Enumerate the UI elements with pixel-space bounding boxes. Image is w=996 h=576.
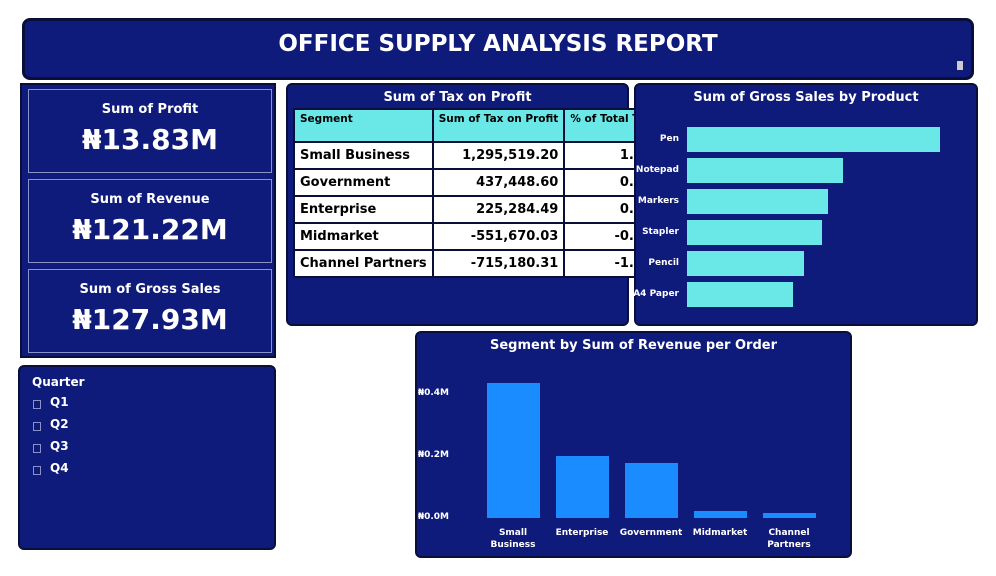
table-cell: 225,284.49: [431, 195, 566, 224]
kpi-panel: Sum of Profit ₦13.83M Sum of Revenue ₦121.2…: [20, 83, 276, 358]
table-cell: 437,448.60: [431, 168, 566, 197]
x-tick-label: Enterprise: [555, 528, 609, 538]
table-cell: Midmarket: [293, 222, 434, 251]
bar: [555, 456, 609, 518]
slicer-item[interactable]: Q2: [50, 417, 69, 431]
bar: [687, 127, 940, 152]
bar: [693, 510, 747, 518]
checkbox[interactable]: [33, 422, 41, 431]
bar: [687, 220, 823, 245]
checkbox[interactable]: [33, 466, 41, 475]
column-header: Segment: [293, 108, 434, 143]
table-cell: -715,180.31: [431, 249, 566, 278]
bar: [624, 463, 678, 518]
slicer-title: Quarter: [32, 375, 85, 389]
bar: [687, 158, 844, 183]
y-tick-label: ₦0.2M: [417, 449, 449, 460]
checkbox[interactable]: [33, 444, 41, 453]
y-tick-label: ₦0.4M: [417, 387, 449, 398]
bar: [762, 513, 816, 518]
icon: [957, 61, 963, 70]
column-header: Sum of Tax on Profit: [431, 108, 566, 143]
checkbox[interactable]: [33, 400, 41, 409]
y-tick-label: Markers: [637, 196, 679, 206]
x-tick-label: Channel Partners: [767, 528, 811, 550]
x-tick-label: Small Business: [490, 528, 536, 550]
table-panel: Sum of Tax on Profit Segment Sum of Tax o…: [286, 83, 659, 326]
bar: [687, 251, 805, 276]
table-cell: Government: [293, 168, 434, 197]
slicer-item[interactable]: Q1: [50, 395, 69, 409]
y-tick-label: Notepad: [635, 165, 679, 175]
y-tick-label: Stapler: [642, 227, 679, 237]
x-tick-label: Midmarket: [692, 528, 748, 538]
kpi-card: Sum of Gross Sales ₦127.93M: [28, 269, 272, 353]
x-tick-label: Government: [619, 528, 683, 538]
kpi-card: Sum of Profit ₦13.83M: [28, 89, 272, 173]
y-tick-label: Pen: [659, 134, 679, 144]
table-row: Channel Partners-715,180.31-1.03: [293, 249, 659, 278]
bar: [687, 189, 829, 214]
y-tick-label: Pencil: [648, 258, 679, 268]
y-tick-label: ₦0.0M: [417, 512, 449, 522]
report-title: OFFICE SUPPLY ANALYSIS REPORT: [278, 31, 718, 57]
chart-panel: Segment by Sum of Revenue per Order ₦0.0M…: [415, 331, 852, 558]
table-row: Midmarket-551,670.03-0.80: [293, 222, 659, 251]
table: Segment Sum of Tax on Profit% of Total Ta…: [293, 108, 659, 278]
kpi-label: Sum of Revenue: [90, 192, 210, 207]
header: OFFICE SUPPLY ANALYSIS REPORT: [22, 18, 974, 80]
kpi-label: Sum of Profit: [101, 102, 199, 117]
kpi-card: Sum of Revenue ₦121.22M: [28, 179, 272, 263]
table-cell: Enterprise: [293, 195, 434, 224]
slicer-item[interactable]: Q4: [50, 461, 69, 475]
bar: [486, 383, 540, 518]
slicer-item[interactable]: Q3: [50, 439, 69, 453]
table-title: Sum of Tax on Profit: [383, 90, 532, 105]
chart-title: Sum of Gross Sales by Product: [693, 90, 919, 105]
header-row: Segment Sum of Tax on Profit% of Total Ta…: [293, 108, 659, 143]
table-cell: 1,295,519.20: [431, 141, 566, 170]
table-cell: Channel Partners: [293, 249, 434, 278]
table-cell: -551,670.03: [431, 222, 566, 251]
bar: [687, 282, 793, 307]
kpi-label: Sum of Gross Sales: [79, 282, 221, 297]
kpi-value: ₦13.83M: [82, 123, 218, 156]
table-cell: Small Business: [293, 141, 434, 170]
kpi-value: ₦127.93M: [72, 303, 228, 336]
chart-title: Segment by Sum of Revenue per Order: [490, 338, 777, 353]
slicer: Quarter Q1 Q2 Q3 Q4: [18, 365, 276, 550]
y-tick-label: A4 Paper: [633, 289, 679, 299]
kpi-value: ₦121.22M: [72, 213, 228, 246]
chart-panel: Sum of Gross Sales by Product Pen Notepad M…: [633, 83, 978, 326]
